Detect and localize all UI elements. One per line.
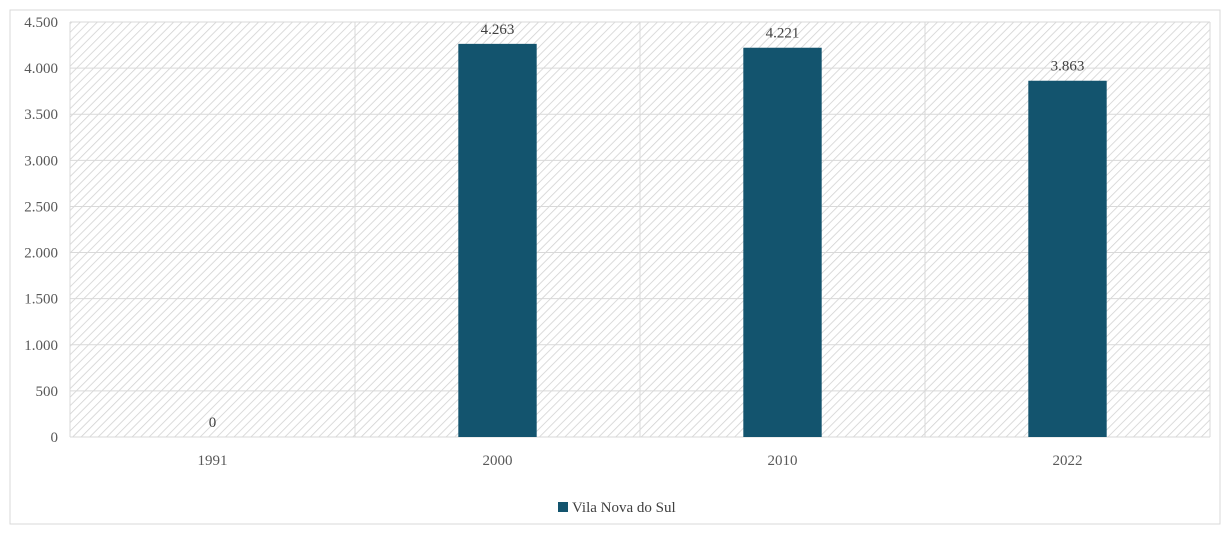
y-tick-label: 3.000 bbox=[24, 153, 58, 169]
data-label-2010: 4.221 bbox=[766, 26, 800, 42]
data-label-2022: 3.863 bbox=[1051, 59, 1085, 75]
bars bbox=[458, 43, 1107, 438]
x-tick-label-2000: 2000 bbox=[483, 453, 513, 469]
gridlines bbox=[69, 21, 1211, 438]
x-tick-label-2010: 2010 bbox=[768, 453, 798, 469]
y-tick-label: 4.500 bbox=[24, 15, 58, 31]
x-tick-label-1991: 1991 bbox=[198, 453, 228, 469]
bar-2022 bbox=[1028, 80, 1107, 438]
legend: Vila Nova do Sul bbox=[558, 500, 676, 516]
bar-2010 bbox=[743, 47, 822, 437]
y-tick-label: 2.000 bbox=[24, 246, 58, 262]
x-axis-categories: 1991 2000 2010 2022 bbox=[198, 453, 1083, 469]
x-tick-label-2022: 2022 bbox=[1053, 453, 1083, 469]
y-tick-label: 4.000 bbox=[24, 61, 58, 77]
legend-label: Vila Nova do Sul bbox=[572, 500, 676, 516]
y-tick-label: 0 bbox=[51, 430, 59, 446]
legend-swatch bbox=[558, 502, 568, 512]
data-labels: 0 4.263 4.221 3.863 bbox=[209, 22, 1085, 431]
y-tick-label: 2.500 bbox=[24, 199, 58, 215]
y-tick-label: 500 bbox=[36, 384, 59, 400]
data-label-1991: 0 bbox=[209, 415, 217, 431]
y-tick-label: 1.500 bbox=[24, 292, 58, 308]
y-axis-ticks: 0 500 1.000 1.500 2.000 2.500 3.000 3.500 4.000 4… bbox=[24, 15, 58, 446]
y-tick-label: 3.500 bbox=[24, 107, 58, 123]
bar-2000 bbox=[458, 43, 537, 438]
y-tick-label: 1.000 bbox=[24, 338, 58, 354]
data-label-2000: 4.263 bbox=[481, 22, 515, 38]
